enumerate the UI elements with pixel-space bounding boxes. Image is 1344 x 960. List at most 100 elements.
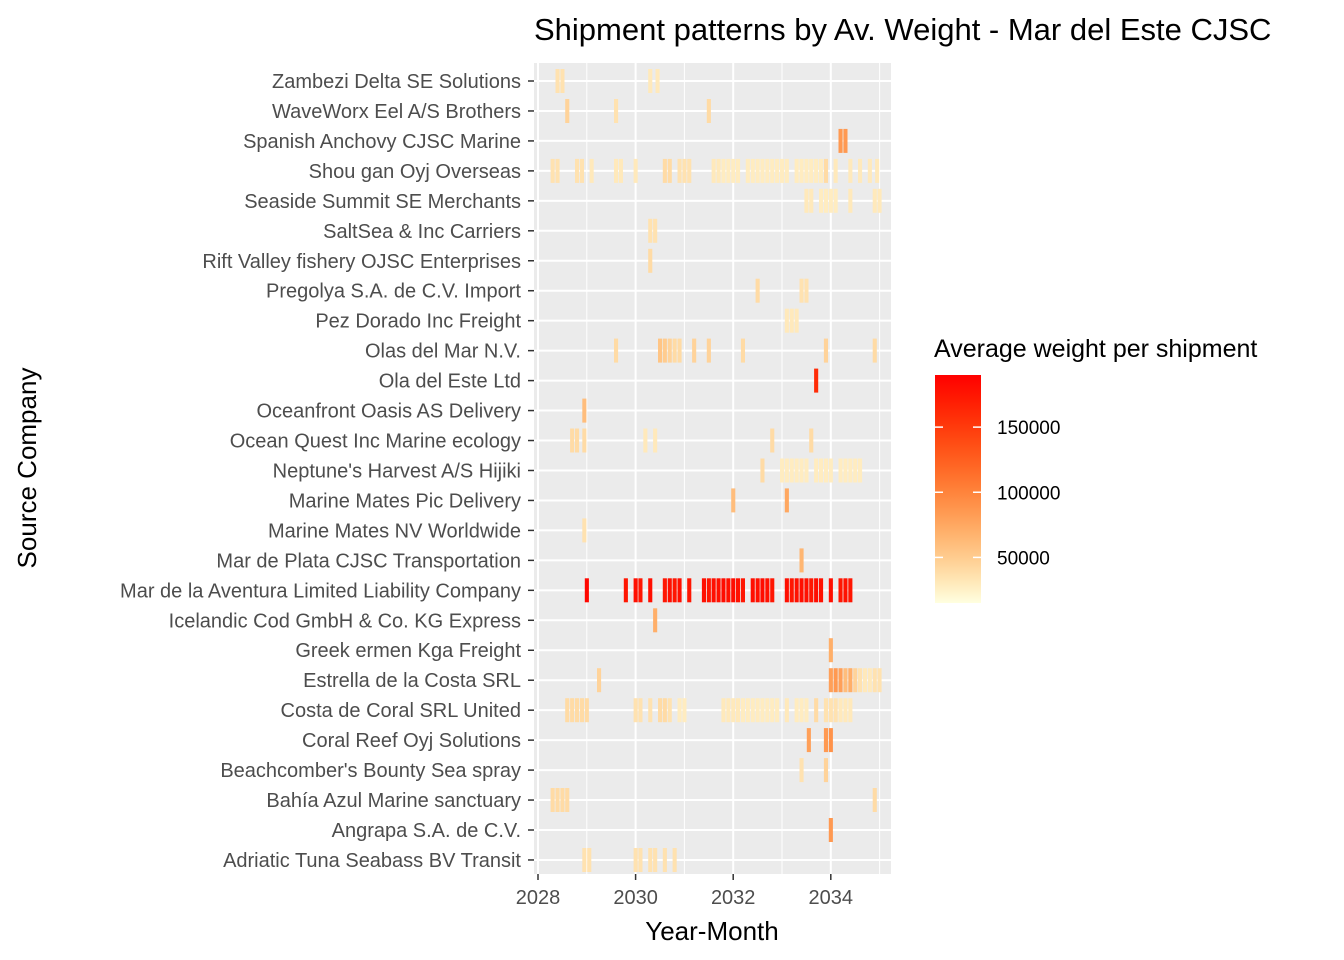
heatmap-tile (653, 428, 658, 453)
heatmap-tile (575, 698, 580, 723)
heatmap-tile (828, 578, 833, 603)
heatmap-tile (582, 518, 587, 543)
heatmap-tile (721, 158, 726, 183)
y-tick-label: Zambezi Delta SE Solutions (272, 71, 521, 93)
heatmap-tile (819, 458, 824, 483)
heatmap-tile (667, 698, 672, 723)
heatmap-tile (706, 338, 711, 363)
y-tick-label: Shou gan Oyj Overseas (309, 161, 521, 183)
heatmap-tile (755, 278, 760, 303)
heatmap-tile (760, 578, 765, 603)
heatmap-tile (877, 668, 882, 693)
heatmap-tile (794, 308, 799, 333)
heatmap-tile (726, 578, 731, 603)
heatmap-tile (770, 578, 775, 603)
heatmap-tile (653, 218, 658, 243)
heatmap-tile (833, 188, 838, 213)
heatmap-tile (584, 698, 589, 723)
heatmap-tile (814, 458, 819, 483)
heatmap-tile (784, 698, 789, 723)
heatmap-tile (579, 158, 584, 183)
y-tick-label: Olas del Mar N.V. (365, 341, 521, 363)
heatmap-tile (633, 848, 638, 872)
heatmap-tile (765, 158, 770, 183)
heatmap-tile (784, 578, 789, 603)
heatmap-tile (838, 458, 843, 483)
heatmap-tile (638, 578, 643, 603)
heatmap-tile (633, 158, 638, 183)
heatmap-tile (667, 158, 672, 183)
heatmap-tile (838, 698, 843, 723)
heatmap-tile (853, 458, 858, 483)
heatmap-tile (653, 848, 658, 872)
heatmap-tile (736, 578, 741, 603)
heatmap-tile (843, 698, 848, 723)
y-tick-label: Oceanfront Oasis AS Delivery (256, 401, 521, 423)
heatmap-tile (658, 698, 663, 723)
heatmap-tile (823, 188, 828, 213)
heatmap-tile (736, 698, 741, 723)
heatmap-tile (784, 458, 789, 483)
heatmap-tile (760, 698, 765, 723)
heatmap-tile (582, 398, 587, 423)
heatmap-tile (799, 458, 804, 483)
heatmap-tile (740, 698, 745, 723)
heatmap-tile (687, 578, 692, 603)
y-tick-label: Rift Valley fishery OJSC Enterprises (202, 251, 521, 273)
heatmap-tile (597, 668, 602, 693)
heatmap-tile (843, 458, 848, 483)
heatmap-tile (877, 188, 882, 213)
heatmap-tile (799, 698, 804, 723)
heatmap-tile (780, 158, 785, 183)
heatmap-tile (662, 578, 667, 603)
heatmap-tile (804, 188, 809, 213)
heatmap-tile (633, 578, 638, 603)
heatmap-tile (828, 458, 833, 483)
heatmap-tile (731, 698, 736, 723)
heatmap-tile (770, 428, 775, 453)
y-tick-label: Pregolya S.A. de C.V. Import (266, 281, 521, 303)
y-axis-title: Source Company (12, 368, 42, 569)
heatmap-tile (789, 308, 794, 333)
heatmap-tile (740, 578, 745, 603)
heatmap-tile (667, 338, 672, 363)
heatmap-tile (765, 698, 770, 723)
heatmap-tile (745, 158, 750, 183)
heatmap-tile (823, 758, 828, 783)
heatmap-tile (721, 578, 726, 603)
heatmap-tile (677, 578, 682, 603)
heatmap-tile (662, 158, 667, 183)
y-tick-label: SaltSea & Inc Carriers (323, 221, 521, 243)
heatmap-tile (745, 698, 750, 723)
y-tick-label: Beachcomber's Bounty Sea spray (220, 760, 521, 782)
heatmap-tile (770, 158, 775, 183)
heatmap-tile (716, 578, 721, 603)
heatmap-tile (736, 158, 741, 183)
heatmap-tile (794, 158, 799, 183)
heatmap-tile (643, 428, 648, 453)
heatmap-tile (587, 848, 592, 872)
heatmap-tile (755, 698, 760, 723)
heatmap-tile (789, 458, 794, 483)
chart-title: Shipment patterns by Av. Weight - Mar de… (534, 12, 1271, 47)
heatmap-tile (672, 848, 677, 872)
y-tick-label: Marine Mates Pic Delivery (289, 490, 521, 512)
heatmap-tile (867, 158, 872, 183)
heatmap-tile (614, 338, 619, 363)
legend-tick-label: 150000 (997, 418, 1060, 439)
heatmap-tile (589, 158, 594, 183)
heatmap-tile (740, 338, 745, 363)
heatmap-tile (828, 698, 833, 723)
legend-tick-label: 100000 (997, 483, 1060, 504)
y-tick-label: Icelandic Cod GmbH & Co. KG Express (169, 610, 521, 632)
heatmap-tile (823, 338, 828, 363)
heatmap-tile (618, 158, 623, 183)
x-tick-label: 2034 (809, 887, 854, 909)
heatmap-tile (799, 158, 804, 183)
heatmap-tile (875, 158, 880, 183)
heatmap-tile (648, 248, 653, 273)
x-axis: 2028 2030 2032 2034 (516, 874, 853, 909)
heatmap-tile (633, 698, 638, 723)
heatmap-tile (731, 578, 736, 603)
heatmap-tile (550, 158, 555, 183)
